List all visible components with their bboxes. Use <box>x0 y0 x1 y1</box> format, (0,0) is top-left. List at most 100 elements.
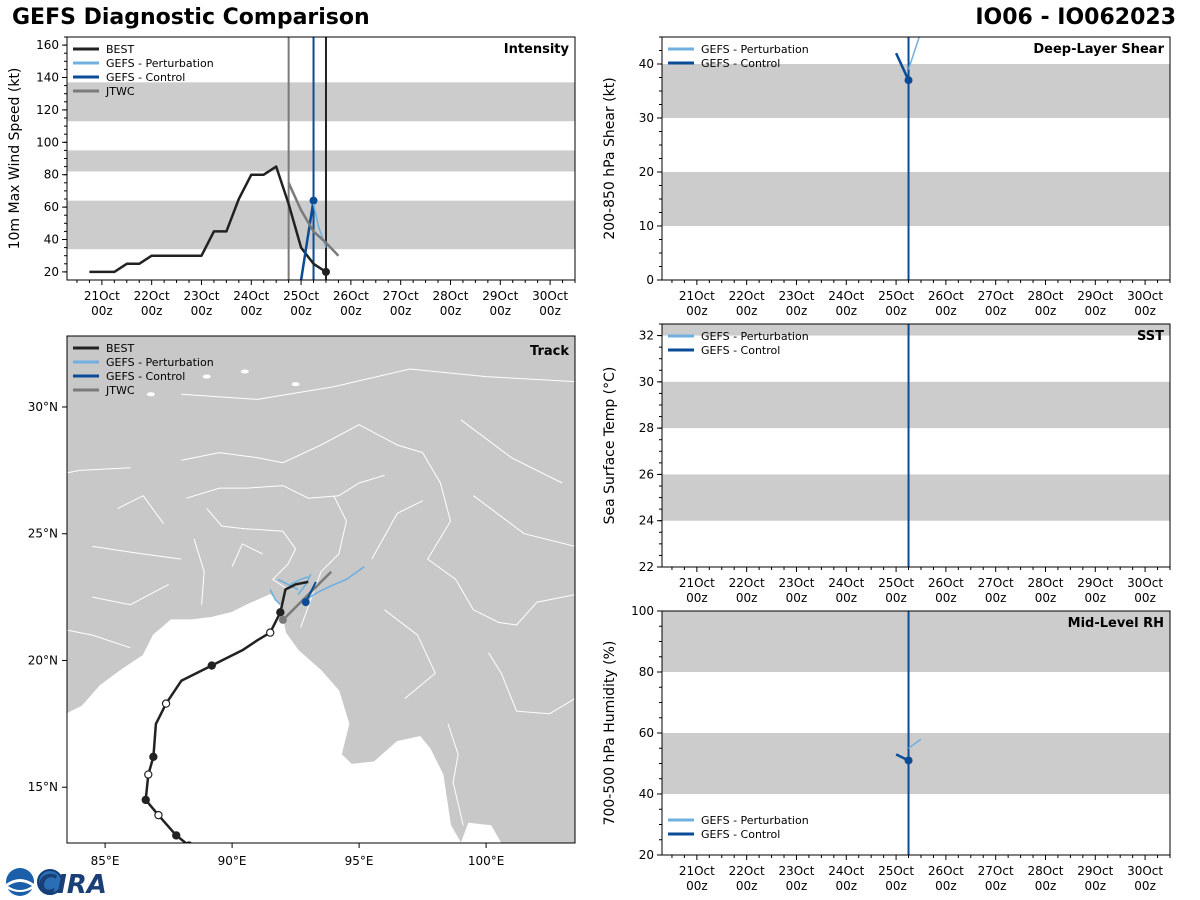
rh-xtick-hour: 00z <box>835 879 857 893</box>
intensity-ytick-label: 80 <box>44 168 59 182</box>
rh-xtick-label: 30Oct <box>1127 864 1163 878</box>
sst-xtick-hour: 00z <box>935 591 957 605</box>
intensity-legend-label: BEST <box>106 43 134 56</box>
intensity-xtick-label: 28Oct <box>432 289 468 303</box>
intensity-ytick-label: 60 <box>44 200 59 214</box>
shear-xtick-label: 24Oct <box>828 289 864 303</box>
track-ytick-label: 30°N <box>28 400 58 414</box>
rh-series-perturbation <box>908 738 922 749</box>
shear-xtick-hour: 00z <box>935 304 957 318</box>
shear-marker-control <box>904 76 913 85</box>
track-panel: 85°E 90°E 95°E 100°E 15°N 20°N 25°N 30°N Track BE… <box>28 335 576 868</box>
intensity-xtick-label: 21Oct <box>84 289 120 303</box>
track-legend-label: BEST <box>106 342 134 355</box>
intensity-series-best <box>89 165 327 274</box>
track-border <box>473 495 575 547</box>
rh-ytick-label: 60 <box>639 726 654 740</box>
sst-xtick-label: 26Oct <box>928 576 964 590</box>
shear-xtick-hour: 00z <box>1134 304 1156 318</box>
track-best-marker <box>149 752 158 762</box>
intensity-ytick-label: 140 <box>36 71 59 85</box>
track-border <box>67 629 131 649</box>
track-lake <box>291 382 300 387</box>
intensity-xtick-hour: 00z <box>440 304 462 318</box>
track-best-marker <box>276 608 285 617</box>
shear-xtick-hour: 00z <box>835 304 857 318</box>
track-legend-label: GEFS - Control <box>106 370 185 383</box>
sst-ytick-label: 22 <box>639 560 654 574</box>
figure-title: GEFS Diagnostic Comparison <box>12 5 370 30</box>
track-legend-label: JTWC <box>105 384 135 397</box>
rh-xtick-label: 21Oct <box>679 864 715 878</box>
intensity-xtick-label: 24Oct <box>233 289 269 303</box>
intensity-xtick-hour: 00z <box>490 304 512 318</box>
sst-xtick-hour: 00z <box>1085 591 1107 605</box>
intensity-ytick-label: 20 <box>44 265 59 279</box>
cira-globe-icon <box>37 869 63 895</box>
shear-series-perturbation <box>907 37 921 70</box>
track-border <box>231 543 263 567</box>
rh-plot-area <box>662 611 1170 855</box>
rh-xtick-label: 26Oct <box>928 864 964 878</box>
track-perturbation-line <box>305 566 365 601</box>
track-title: Track <box>530 344 569 359</box>
intensity-xtick-label: 22Oct <box>134 289 170 303</box>
shear-xtick-label: 30Oct <box>1127 289 1163 303</box>
rh-ytick-label: 100 <box>631 604 654 618</box>
track-frame <box>66 335 576 844</box>
sst-xtick-hour: 00z <box>985 591 1007 605</box>
sst-ytick-label: 26 <box>639 467 654 481</box>
shear-xtick-label: 26Oct <box>928 289 964 303</box>
track-legend-label: GEFS - Perturbation <box>106 356 214 369</box>
track-best-marker <box>172 831 181 840</box>
shear-legend-label: GEFS - Perturbation <box>701 43 809 56</box>
shear-xtick-hour: 00z <box>786 304 808 318</box>
sst-frame <box>661 323 1171 568</box>
intensity-xtick-hour: 00z <box>390 304 412 318</box>
sst-xtick-label: 23Oct <box>778 576 814 590</box>
shear-xtick-label: 27Oct <box>978 289 1014 303</box>
track-ytick-label: 15°N <box>28 780 58 794</box>
rh-xtick-label: 27Oct <box>978 864 1014 878</box>
track-border <box>193 538 205 605</box>
intensity-xtick-hour: 00z <box>290 304 312 318</box>
intensity-title: Intensity <box>504 42 570 57</box>
intensity-xtick-label: 26Oct <box>333 289 369 303</box>
shear-ylabel: 200-850 hPa Shear (kt) <box>602 77 618 239</box>
sst-threshold-band <box>662 381 1170 429</box>
track-jtwc-marker <box>278 615 287 624</box>
intensity-threshold-band <box>67 150 575 172</box>
intensity-xtick-hour: 00z <box>340 304 362 318</box>
rh-xtick-hour: 00z <box>786 879 808 893</box>
shear-xtick-hour: 00z <box>736 304 758 318</box>
cira-logo: CIRA <box>6 868 107 898</box>
sst-xtick-label: 30Oct <box>1127 576 1163 590</box>
rh-xtick-hour: 00z <box>1134 879 1156 893</box>
rh-xtick-label: 29Oct <box>1077 864 1113 878</box>
track-land <box>67 336 575 843</box>
sst-threshold-band <box>662 474 1170 521</box>
intensity-xtick-hour: 00z <box>539 304 561 318</box>
intensity-marker-control <box>309 196 318 205</box>
sst-title: SST <box>1137 329 1164 344</box>
rh-xtick-label: 23Oct <box>778 864 814 878</box>
track-border <box>447 723 464 826</box>
shear-threshold-band <box>662 64 1170 118</box>
intensity-series-control <box>299 200 315 280</box>
sst-plot-area <box>662 324 1170 567</box>
intensity-xtick-hour: 00z <box>240 304 262 318</box>
cira-logo-text: CIRA <box>38 870 107 898</box>
track-perturbation-line <box>269 589 281 606</box>
intensity-panel: 21Oct00z22Oct00z23Oct00z24Oct00z25Oct00z… <box>7 36 576 318</box>
track-ytick-label: 20°N <box>28 653 58 667</box>
shear-ytick-label: 20 <box>639 165 654 179</box>
shear-xtick-label: 25Oct <box>878 289 914 303</box>
sst-xtick-hour: 00z <box>1035 591 1057 605</box>
intensity-xtick-label: 25Oct <box>283 289 319 303</box>
track-best-marker <box>154 810 163 820</box>
track-xtick-label: 100°E <box>468 854 505 868</box>
shear-xtick-hour: 00z <box>1085 304 1107 318</box>
track-border <box>117 495 164 524</box>
intensity-threshold-band <box>67 82 575 122</box>
